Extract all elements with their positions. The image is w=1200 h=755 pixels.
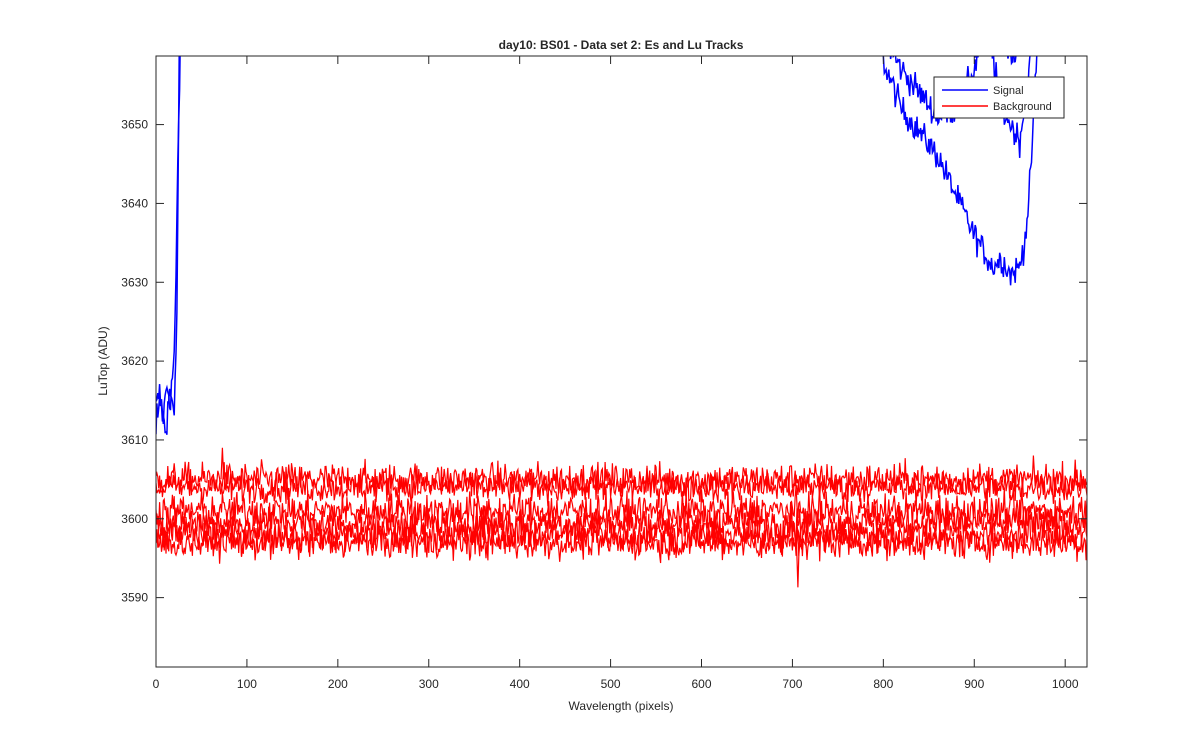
x-tick-label: 900 (964, 677, 984, 691)
x-tick-label: 600 (691, 677, 711, 691)
series-traces (156, 56, 1087, 588)
y-tick-label: 3590 (121, 591, 148, 605)
y-axis-ticks: 3590 3600 3610 3620 3630 3640 3650 (121, 118, 1087, 605)
x-axis-label: Wavelength (pixels) (569, 699, 674, 713)
y-tick-label: 3600 (121, 512, 148, 526)
x-tick-label: 1000 (1052, 677, 1079, 691)
legend: Signal Background (933, 76, 1065, 119)
y-tick-label: 3630 (121, 275, 148, 289)
x-tick-label: 100 (237, 677, 257, 691)
plot-area (156, 56, 1087, 667)
legend-label-background: Background (993, 101, 1052, 113)
y-tick-label: 3640 (121, 196, 148, 210)
legend-box (933, 76, 1065, 119)
x-tick-label: 300 (419, 677, 439, 691)
x-tick-label: 500 (601, 677, 621, 691)
background-spike-0 (795, 542, 800, 588)
x-tick-label: 400 (510, 677, 530, 691)
y-tick-label: 3610 (121, 433, 148, 447)
background-trace-2 (156, 484, 1087, 538)
x-axis-ticks: 0 100 200 300 400 500 600 700 800 900 1000 (153, 56, 1079, 691)
x-tick-label: 800 (873, 677, 893, 691)
x-tick-label: 700 (782, 677, 802, 691)
signal-trace-4 (972, 56, 1017, 66)
background-trace-1 (156, 465, 1087, 508)
chart-title: day10: BS01 - Data set 2: Es and Lu Trac… (499, 38, 744, 52)
background-spike-1 (220, 447, 225, 480)
x-tick-label: 200 (328, 677, 348, 691)
background-trace-5 (156, 520, 1087, 564)
legend-label-signal: Signal (993, 85, 1024, 97)
signal-trace-1 (156, 56, 180, 435)
x-tick-label: 0 (153, 677, 160, 691)
signal-trace-2 (882, 56, 1038, 286)
y-axis-label: LuTop (ADU) (96, 326, 110, 395)
y-tick-label: 3620 (121, 354, 148, 368)
y-tick-label: 3650 (121, 118, 148, 132)
